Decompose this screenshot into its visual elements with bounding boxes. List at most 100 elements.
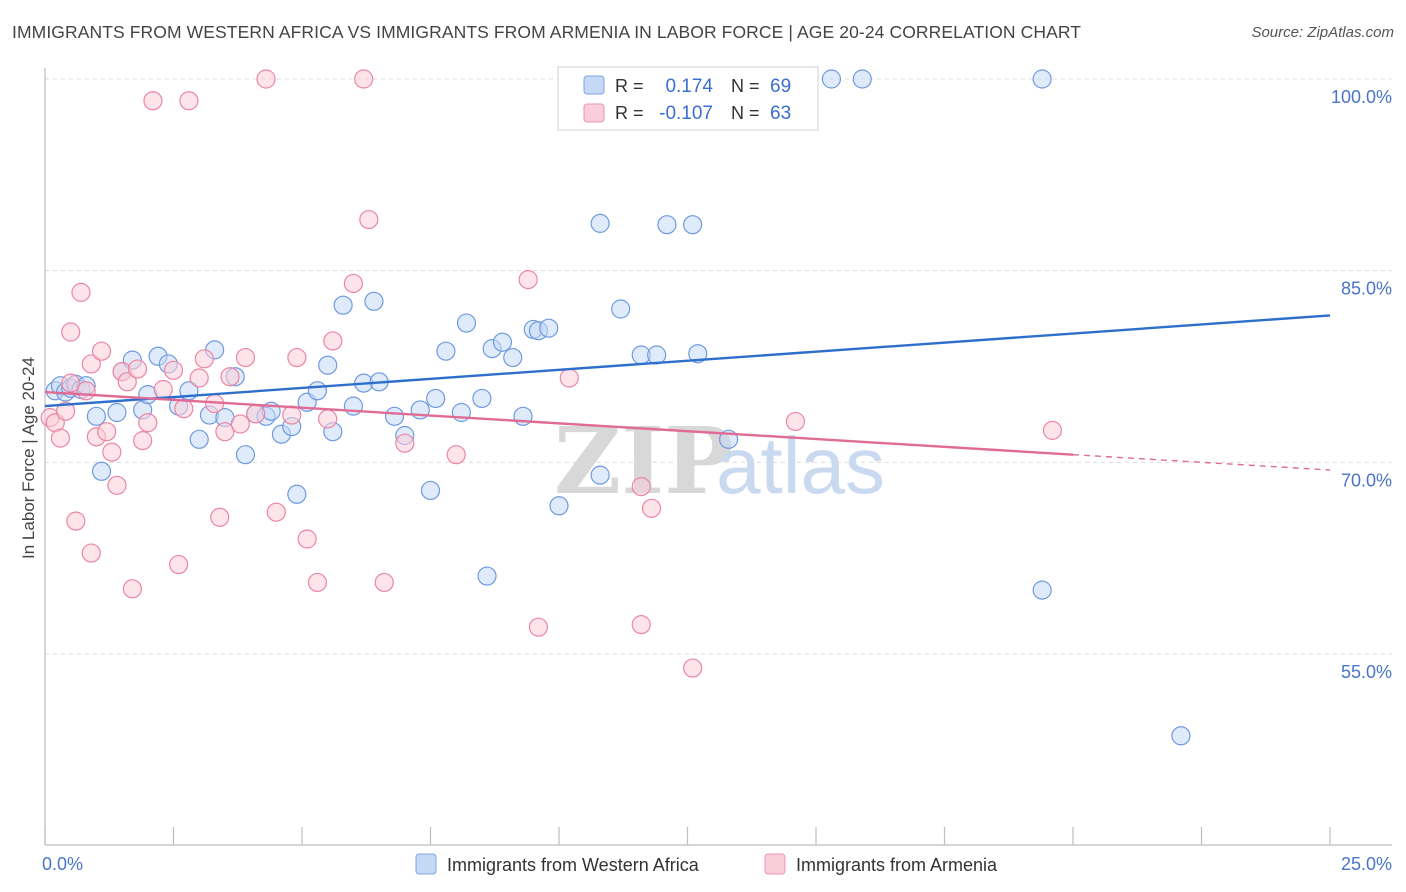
point-series-1-3 (55, 401, 76, 421)
series-legend-swatch-western-africa (415, 853, 437, 875)
point-series-1-45 (343, 273, 363, 294)
point-series-1-42 (307, 572, 328, 593)
point-series-1-9 (81, 354, 101, 374)
point-series-1-19 (127, 359, 148, 379)
point-series-1-35 (235, 347, 256, 368)
point-series-1-59 (785, 411, 806, 432)
data-points (40, 69, 1191, 746)
point-series-0-44 (436, 341, 456, 361)
y-tick-label-2: 70.0% (1341, 470, 1392, 490)
point-series-1-2 (50, 428, 71, 448)
point-series-0-57 (590, 465, 610, 485)
point-series-1-33 (220, 367, 240, 387)
point-series-1-21 (138, 413, 158, 433)
point-series-1-34 (230, 414, 250, 434)
point-series-1-52 (528, 617, 549, 637)
point-series-1-36 (246, 404, 266, 424)
trend-line-dashed-series-1 (1072, 453, 1331, 471)
point-series-1-41 (297, 529, 317, 549)
point-series-0-70 (1171, 726, 1191, 746)
correlation-legend: R = 0.174 N = 69 R = -0.107 N = 63 (557, 66, 819, 131)
point-series-1-53 (559, 368, 579, 388)
point-series-0-48 (477, 566, 497, 586)
point-series-1-60 (1042, 420, 1063, 440)
point-series-0-47 (472, 388, 492, 409)
point-series-1-27 (179, 91, 199, 111)
point-series-0-31 (307, 381, 328, 401)
trend-line-series-1 (44, 390, 1074, 456)
point-series-0-50 (492, 332, 513, 352)
point-series-1-5 (61, 373, 81, 393)
point-series-1-55 (631, 477, 651, 497)
point-series-1-24 (163, 360, 184, 380)
point-series-1-43 (318, 409, 338, 429)
x-tick-label-1: 25.0% (1341, 854, 1392, 874)
legend-r-value-1: 0.174 (665, 76, 713, 97)
point-series-1-15 (107, 475, 127, 495)
point-series-1-49 (395, 433, 415, 453)
point-series-1-13 (97, 422, 117, 442)
point-series-1-26 (174, 399, 194, 419)
point-series-0-56 (549, 496, 569, 516)
source-label: Source: ZipAtlas.com (1251, 24, 1394, 41)
legend-n-value-1: 69 (770, 76, 791, 97)
y-tick-label-3: 55.0% (1341, 662, 1392, 682)
point-series-1-56 (641, 498, 662, 518)
point-series-0-8 (91, 461, 112, 481)
point-series-0-64 (688, 344, 708, 364)
chart-title: IMMIGRANTS FROM WESTERN AFRICA VS IMMIGR… (12, 22, 1082, 42)
point-series-1-38 (266, 502, 286, 522)
point-series-1-28 (189, 368, 209, 388)
point-series-0-46 (456, 313, 477, 333)
point-series-1-20 (133, 431, 153, 451)
point-series-0-9 (107, 402, 127, 423)
series-legend-label-armenia: Immigrants from Armenia (796, 855, 998, 875)
legend-n-label-2: N = (731, 103, 760, 123)
x-tick-label-0: 0.0% (42, 854, 83, 874)
point-series-1-31 (210, 507, 230, 527)
trend-line-series-0 (44, 314, 1331, 408)
y-axis-label: In Labor Force | Age 20-24 (19, 357, 38, 559)
y-tick-labels: 100.0% 85.0% 70.0% 55.0% (1331, 87, 1392, 682)
point-series-0-68 (1032, 69, 1052, 89)
point-series-1-18 (122, 579, 142, 599)
point-series-0-66 (821, 69, 842, 89)
series-legend: Immigrants from Western Africa Immigrant… (415, 853, 998, 875)
watermark-zip: ZIP (554, 407, 733, 515)
trend-lines (44, 314, 1331, 471)
series-legend-label-western-africa: Immigrants from Western Africa (447, 855, 700, 875)
y-tick-label-0: 100.0% (1331, 87, 1392, 107)
point-series-1-7 (71, 282, 91, 302)
point-series-0-39 (384, 406, 405, 426)
point-series-0-67 (852, 69, 872, 89)
point-series-1-10 (81, 543, 101, 563)
point-series-0-29 (287, 484, 307, 504)
legend-r-label-2: R = (615, 103, 644, 123)
y-tick-label-1: 85.0% (1341, 279, 1392, 299)
legend-r-value-2: -0.107 (659, 103, 713, 124)
point-series-1-54 (631, 615, 651, 635)
point-series-0-32 (318, 355, 338, 375)
point-series-0-55 (539, 318, 559, 338)
point-series-0-51 (503, 347, 523, 368)
point-series-1-6 (66, 511, 86, 531)
point-series-1-50 (446, 445, 466, 465)
point-series-1-44 (323, 331, 343, 351)
point-series-0-7 (86, 406, 107, 426)
point-series-1-8 (76, 381, 96, 401)
point-series-0-59 (611, 299, 631, 319)
point-series-1-29 (194, 349, 214, 369)
point-series-1-40 (287, 347, 307, 368)
point-series-1-12 (91, 341, 112, 361)
point-series-0-34 (333, 295, 353, 315)
watermark: ZIP atlas (554, 407, 885, 515)
point-series-1-51 (518, 270, 538, 290)
point-series-0-42 (420, 480, 441, 501)
point-series-1-48 (374, 572, 394, 593)
point-series-0-43 (426, 388, 446, 409)
series-legend-swatch-armenia (764, 853, 786, 875)
point-series-1-25 (169, 554, 189, 575)
point-series-1-32 (215, 422, 235, 442)
point-series-0-18 (189, 429, 209, 449)
